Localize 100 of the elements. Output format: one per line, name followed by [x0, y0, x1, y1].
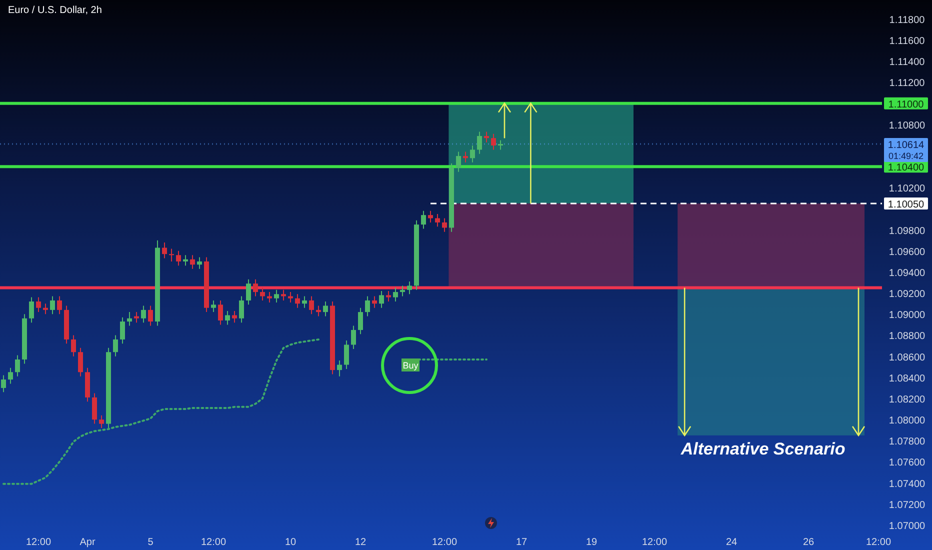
candlestick [470, 144, 475, 163]
candlestick [57, 296, 62, 315]
y-tick-label: 1.07200 [888, 500, 926, 511]
candlestick [498, 140, 503, 150]
candlestick [351, 325, 356, 350]
y-tick-label: 1.11800 [889, 14, 926, 26]
candlestick [176, 250, 181, 266]
candlestick [456, 151, 461, 172]
ref-line-label: 1.10614 [888, 140, 925, 152]
annotation: Alternative Scenario [680, 439, 846, 458]
candlestick [267, 292, 272, 304]
candlestick [358, 307, 363, 335]
candlestick [407, 280, 412, 295]
candlestick [99, 414, 104, 429]
line-series [2, 338, 320, 485]
candlestick [337, 360, 342, 377]
candlestick [148, 305, 153, 326]
candlestick [183, 254, 188, 266]
candlestick [288, 292, 293, 304]
candlestick [295, 294, 300, 308]
candlestick [120, 316, 125, 344]
x-tick-label: 12:00 [432, 537, 458, 548]
y-tick-label: 1.08000 [888, 416, 926, 427]
candlestick [225, 310, 230, 326]
ref-line-label: 1.11000 [888, 99, 924, 110]
candlestick [134, 312, 139, 324]
y-tick-label: 1.08800 [888, 331, 926, 342]
candlestick [218, 300, 223, 326]
candlestick [127, 312, 132, 326]
x-tick-label: 12:00 [26, 537, 52, 548]
candlestick [29, 296, 34, 324]
candlestick [372, 296, 377, 308]
candlestick [435, 214, 440, 228]
candlestick [442, 218, 447, 232]
text: 01:49:42 [888, 151, 924, 162]
candlestick [71, 334, 76, 357]
candlestick [491, 133, 496, 150]
candlestick [36, 296, 41, 313]
y-tick-label: 1.10200 [888, 184, 926, 195]
candlestick [141, 305, 146, 324]
candlestick [302, 296, 307, 308]
candlestick [8, 367, 13, 384]
x-tick-label: 12:00 [866, 537, 892, 548]
candlestick [260, 287, 265, 301]
candlestick [43, 303, 48, 315]
annotation: Buy [402, 360, 419, 370]
y-tick-label: 1.09400 [888, 268, 926, 279]
y-tick-label: 1.10800 [888, 120, 926, 132]
candlestick [211, 300, 216, 313]
y-tick-label: 1.11600 [889, 36, 926, 48]
candlestick [484, 131, 489, 143]
x-tick-label: 12:00 [642, 537, 668, 548]
candlestick [393, 287, 398, 302]
y-tick-label: 1.09200 [888, 289, 926, 300]
candlestick [323, 301, 328, 317]
candlestick [162, 242, 167, 259]
y-tick-label: 1.07400 [888, 478, 926, 490]
candlestick [92, 392, 97, 424]
y-tick-label: 1.09800 [888, 226, 926, 237]
x-tick-label: 19 [586, 537, 598, 548]
candlestick [253, 278, 258, 297]
y-tick-label: 1.09000 [888, 310, 926, 322]
candlestick [428, 210, 433, 223]
candlestick [281, 289, 286, 301]
candlestick [15, 354, 20, 377]
candlestick [400, 285, 405, 297]
y-tick-label: 1.07000 [888, 521, 926, 532]
candlestick [197, 256, 202, 270]
candlestick [463, 151, 468, 163]
y-tick-label: 1.08200 [888, 394, 926, 406]
candlestick [274, 289, 279, 304]
y-tick-label: 1.08400 [888, 373, 926, 384]
candlestick [50, 296, 55, 315]
x-tick-label: 26 [802, 537, 814, 548]
x-tick-label: 12:00 [200, 537, 226, 548]
candlestick [169, 248, 174, 262]
candlestick [78, 347, 83, 377]
ref-line-label: 1.10050 [888, 199, 925, 210]
candlestick [190, 254, 195, 270]
x-tick-label: 12 [354, 537, 366, 548]
candlestick [386, 290, 391, 302]
candlestick [239, 296, 244, 324]
ref-line-label: 1.10400 [888, 162, 925, 174]
y-tick-label: 1.07600 [888, 458, 926, 469]
chart-title: Euro / U.S. Dollar, 2h [8, 5, 102, 16]
candlestick [477, 131, 482, 154]
y-tick-label: 1.08600 [888, 352, 926, 364]
candlestick [113, 334, 118, 357]
candlestick [365, 296, 370, 317]
candlestick [316, 305, 321, 317]
x-tick-label: 17 [516, 537, 528, 548]
candlestick [379, 290, 384, 308]
candlestick [232, 310, 237, 324]
x-tick-label: 10 [284, 537, 296, 548]
candlestick [309, 296, 314, 315]
candlestick [421, 210, 426, 230]
candlestick [344, 340, 349, 370]
x-tick-label: 5 [148, 537, 154, 548]
y-tick-label: 1.07800 [888, 436, 926, 448]
y-tick-label: 1.11400 [889, 57, 926, 68]
